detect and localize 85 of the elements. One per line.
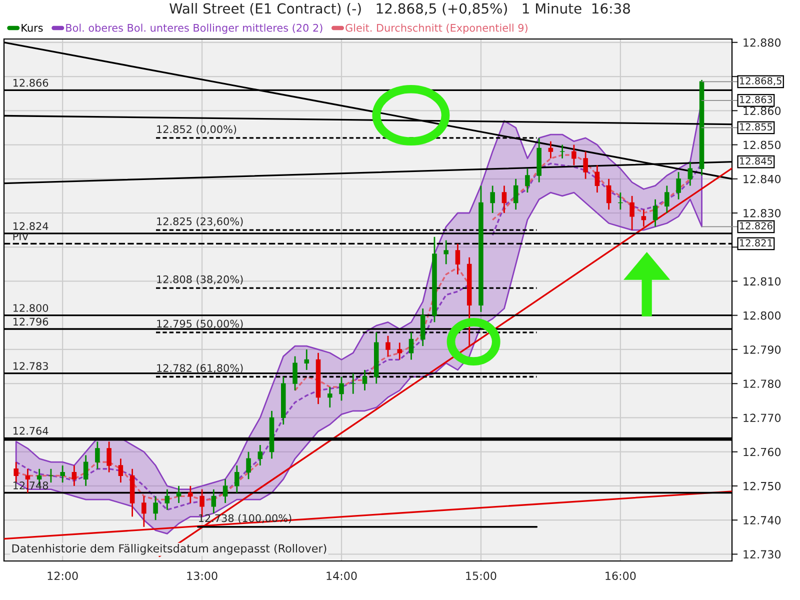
- candlestick: [246, 451, 251, 480]
- ref-line-label: 12.764: [13, 426, 48, 435]
- candlestick: [234, 464, 240, 494]
- candlestick: [444, 240, 448, 265]
- y-tick-label: 12.830: [744, 208, 781, 218]
- annotation: 12.782 (61,80%): [157, 364, 243, 374]
- y-tick-label: 12.880: [744, 38, 781, 47]
- candlestick: [594, 164, 600, 194]
- candlestick: [153, 495, 158, 521]
- candlestick: [630, 195, 634, 231]
- candlestick: [652, 198, 658, 228]
- ref-line-label: PIV: [13, 232, 29, 240]
- ref-line-label: 12.800: [13, 304, 48, 312]
- annotation: 12.855: [740, 123, 772, 131]
- annotation: 12.826: [740, 222, 772, 230]
- candlestick: [222, 478, 228, 504]
- annotation: 12.795 (50,00%): [157, 320, 243, 329]
- candlestick: [142, 495, 146, 528]
- candlestick: [362, 369, 368, 392]
- candlestick: [60, 464, 65, 484]
- candlestick: [304, 348, 310, 371]
- candlestick: [606, 178, 612, 210]
- candlestick: [420, 308, 426, 347]
- y-tick-label: 12.740: [744, 516, 781, 524]
- ref-line-label: 12.783: [13, 362, 48, 370]
- candlestick: [525, 168, 530, 194]
- candlestick: [397, 342, 402, 360]
- annotation: 12.825 (23,60%): [157, 217, 243, 226]
- y-tick-label: 12.860: [744, 106, 781, 116]
- candlestick: [548, 140, 554, 160]
- y-tick-label: 12.850: [744, 140, 781, 150]
- candlestick: [176, 485, 182, 504]
- candlestick: [83, 454, 88, 487]
- candlestick: [106, 440, 112, 473]
- candlestick: [490, 185, 495, 214]
- y-tick-label: 12.810: [744, 277, 781, 286]
- candlestick: [258, 444, 263, 466]
- legend-label: Gleit. Durchschnitt (Exponentiell 9): [346, 24, 528, 34]
- candlestick: [72, 464, 77, 487]
- ref-line-label: 12.824: [13, 222, 48, 230]
- candlestick: [502, 185, 507, 214]
- annotation: 12.863: [740, 96, 772, 104]
- x-tick-label: 14:00: [326, 572, 357, 580]
- legend-label: Kurs: [22, 24, 43, 32]
- candlestick: [14, 461, 18, 484]
- candlestick: [164, 488, 170, 511]
- y-tick-label: 12.760: [744, 448, 781, 456]
- annotation: 12.852 (0,00%): [157, 125, 236, 134]
- annotation: Datenhistorie dem Fälligkeitsdatum angepasst (Rollover): [12, 544, 326, 555]
- candlestick: [455, 243, 460, 276]
- annotation: 12.821: [740, 239, 772, 247]
- legend-label: Bol. oberes Bol. unteres Bollinger mittleres (20 2): [66, 24, 322, 34]
- candlestick: [339, 376, 344, 402]
- annotation: 12.845: [740, 157, 772, 165]
- candlestick: [328, 386, 332, 408]
- y-tick-label: 12.750: [744, 482, 781, 490]
- candlestick: [386, 335, 390, 357]
- annotation: 12.868,5: [740, 77, 782, 86]
- candlestick: [188, 485, 193, 504]
- x-tick-label: 15:00: [466, 572, 496, 580]
- y-tick-label: 12.780: [744, 380, 781, 388]
- candlestick: [118, 458, 124, 484]
- candlestick: [572, 144, 576, 166]
- candlestick: [211, 488, 216, 514]
- x-tick-label: 12:00: [48, 572, 78, 580]
- candlestick: [583, 150, 588, 180]
- ref-line-label: 12.796: [13, 318, 48, 326]
- candlestick: [641, 208, 646, 228]
- x-tick-label: 16:00: [606, 572, 636, 580]
- x-tick-label: 13:00: [187, 572, 218, 580]
- candlestick: [292, 356, 298, 392]
- candlestick: [95, 440, 100, 470]
- candlestick: [688, 161, 693, 186]
- y-tick-label: 12.800: [744, 311, 781, 320]
- chart-title: Wall Street (E1 Contract) (-) 12.868,5 (+0,85%) 1 Minute 16:38: [170, 3, 630, 16]
- candlestick: [664, 185, 670, 214]
- y-tick-label: 12.840: [744, 174, 781, 184]
- candlestick: [676, 171, 681, 200]
- y-tick-label: 12.770: [744, 414, 781, 422]
- candlestick: [408, 332, 414, 360]
- y-tick-label: 12.730: [744, 550, 781, 559]
- candlestick: [513, 178, 518, 210]
- ref-line-label: 12.866: [13, 78, 48, 87]
- y-tick-label: 12.790: [744, 345, 781, 354]
- annotation: 12.808 (38,20%): [157, 275, 243, 284]
